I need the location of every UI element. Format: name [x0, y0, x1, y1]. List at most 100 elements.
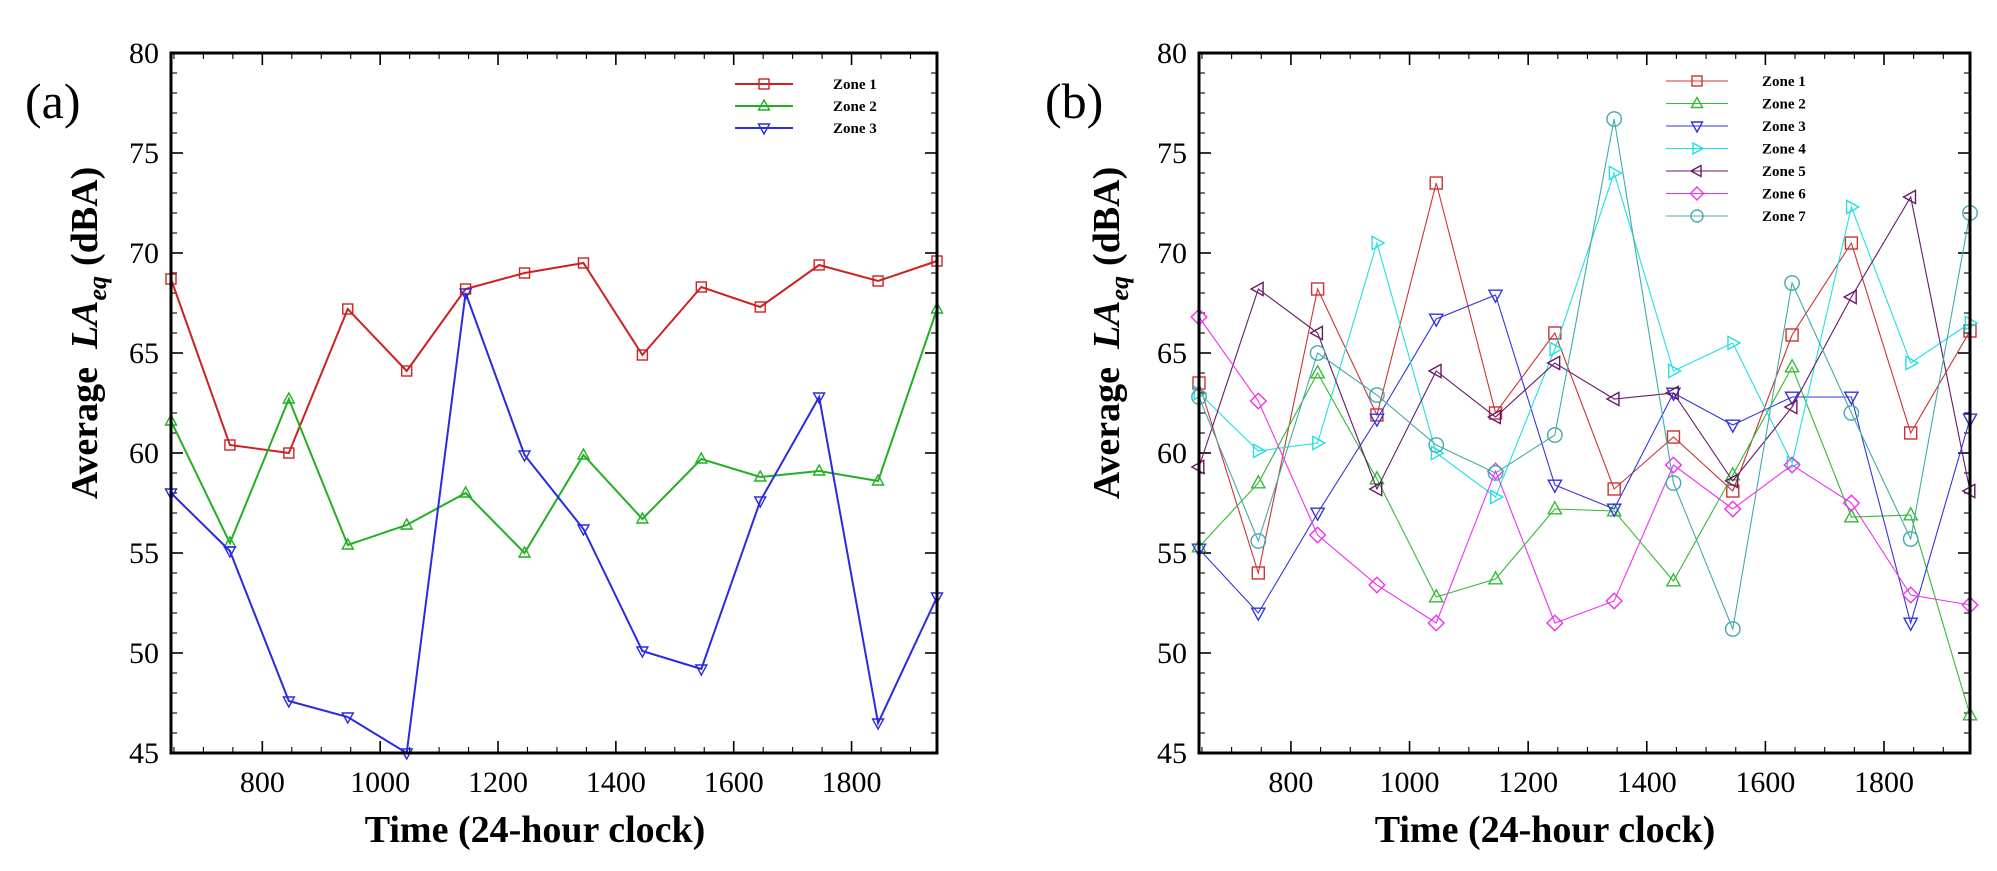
y-axis-title-sub: eq: [83, 276, 112, 301]
x-tick-label: 1000: [350, 766, 410, 799]
data-point: [1429, 176, 1443, 190]
series-zone-4: [1193, 165, 1979, 505]
data-point: [636, 349, 649, 361]
data-point: [341, 712, 355, 725]
legend-marker: [758, 78, 770, 90]
data-point: [1249, 392, 1268, 410]
series-zone-6: [1190, 308, 1979, 632]
y-axis: 45 50 55 60 65 70 75 80: [1157, 37, 1970, 770]
y-tick-label: 45: [1157, 737, 1187, 770]
y-tick-label: 80: [129, 37, 159, 70]
legend-label: Zone 1: [1762, 74, 1806, 90]
y-tick-label: 65: [1157, 337, 1187, 370]
data-point: [1547, 479, 1563, 494]
legend-marker: [1689, 186, 1705, 201]
data-point: [1727, 335, 1742, 351]
data-point: [1724, 466, 1741, 481]
y-tick-label: 75: [129, 137, 159, 170]
data-point: [1606, 502, 1622, 517]
legend-item: Zone 2: [1666, 96, 1806, 113]
y-axis-title-prefix: Average: [64, 367, 106, 499]
x-tick-label: 1600: [1735, 766, 1795, 799]
data-point: [1724, 473, 1739, 489]
data-point: [1487, 465, 1504, 481]
legend-marker: [757, 98, 771, 111]
data-point: [1486, 409, 1502, 425]
legend-item: Zone 6: [1666, 186, 1806, 203]
legend-label: Zone 7: [1762, 209, 1806, 225]
data-point: [1549, 341, 1564, 357]
data-point: [1784, 275, 1800, 291]
plot-frame: [169, 51, 939, 755]
data-point: [635, 646, 650, 659]
x-tick-label: 1400: [586, 766, 646, 799]
y-tick-label: 60: [1157, 437, 1187, 470]
data-point: [1607, 482, 1621, 496]
legend-marker: [757, 123, 771, 136]
series-zone-3: [1191, 289, 1978, 632]
plot-area: 45 50 55 60 65 70 75 80 800 1000 1200 1400 1600 1800: [1157, 37, 1979, 799]
series-line: [1198, 171, 1971, 498]
data-point: [1309, 507, 1326, 522]
series-line: [1198, 365, 1971, 716]
data-point: [694, 664, 708, 677]
data-point: [400, 517, 414, 530]
data-point: [1428, 588, 1445, 603]
data-point: [1666, 430, 1681, 444]
data-point: [1487, 570, 1504, 585]
data-point: [812, 392, 826, 405]
data-point: [1490, 489, 1505, 505]
data-point: [282, 391, 296, 404]
data-point: [1667, 363, 1683, 379]
data-point: [1606, 111, 1623, 127]
legend-marker: [1690, 121, 1704, 134]
data-point: [1309, 364, 1326, 379]
y-tick-label: 55: [129, 537, 159, 570]
y-tick-label: 45: [129, 737, 159, 770]
y-tick-label: 65: [129, 337, 159, 370]
data-point: [1902, 506, 1919, 521]
chart-panel-a: (a) Time (24-hour clock) Average LAeq (dBA…: [25, 37, 944, 851]
data-point: [518, 267, 531, 279]
data-point: [812, 463, 826, 476]
data-point: [872, 275, 884, 287]
data-point: [1665, 572, 1682, 587]
data-point: [1842, 494, 1861, 512]
legend-label: Zone 6: [1762, 187, 1806, 203]
data-point: [1843, 508, 1860, 523]
data-point: [1249, 281, 1264, 297]
data-point: [1845, 199, 1861, 215]
data-point: [1251, 566, 1266, 580]
data-point: [1605, 592, 1623, 610]
data-point: [1309, 345, 1326, 361]
data-point: [1312, 435, 1327, 451]
data-point: [1664, 456, 1683, 474]
x-tick-label: 1200: [468, 766, 528, 799]
data-point: [1785, 328, 1799, 342]
x-tick-label: 1400: [1617, 766, 1677, 799]
data-point: [1902, 189, 1917, 205]
legend-label: Zone 3: [833, 121, 877, 137]
x-axis-title: Time (24-hour clock): [365, 809, 706, 851]
data-point: [1252, 443, 1267, 459]
data-point: [1783, 456, 1801, 474]
data-point: [813, 259, 825, 271]
data-point: [1546, 614, 1564, 632]
data-point: [577, 257, 590, 269]
plot-area: 45 50 55 60 65 70 75 80 800 1000 1200 1400 1600 1800: [129, 37, 944, 799]
legend-marker: [1689, 164, 1702, 178]
legend-item: Zone 1: [1666, 74, 1806, 90]
y-tick-label: 80: [1157, 37, 1187, 70]
series-zone-2: [1191, 358, 1978, 721]
x-axis: 800 1000 1200 1400 1600 1800: [173, 53, 912, 799]
data-point: [1723, 500, 1742, 518]
y-axis-title-main: LA: [1086, 300, 1128, 350]
data-point: [753, 469, 767, 482]
data-point: [1368, 481, 1383, 497]
series-zone-2: [164, 301, 944, 558]
data-point: [1250, 533, 1267, 549]
data-point: [517, 545, 532, 558]
data-point: [1308, 325, 1324, 341]
data-point: [1665, 387, 1682, 402]
y-tick-label: 50: [1157, 637, 1187, 670]
